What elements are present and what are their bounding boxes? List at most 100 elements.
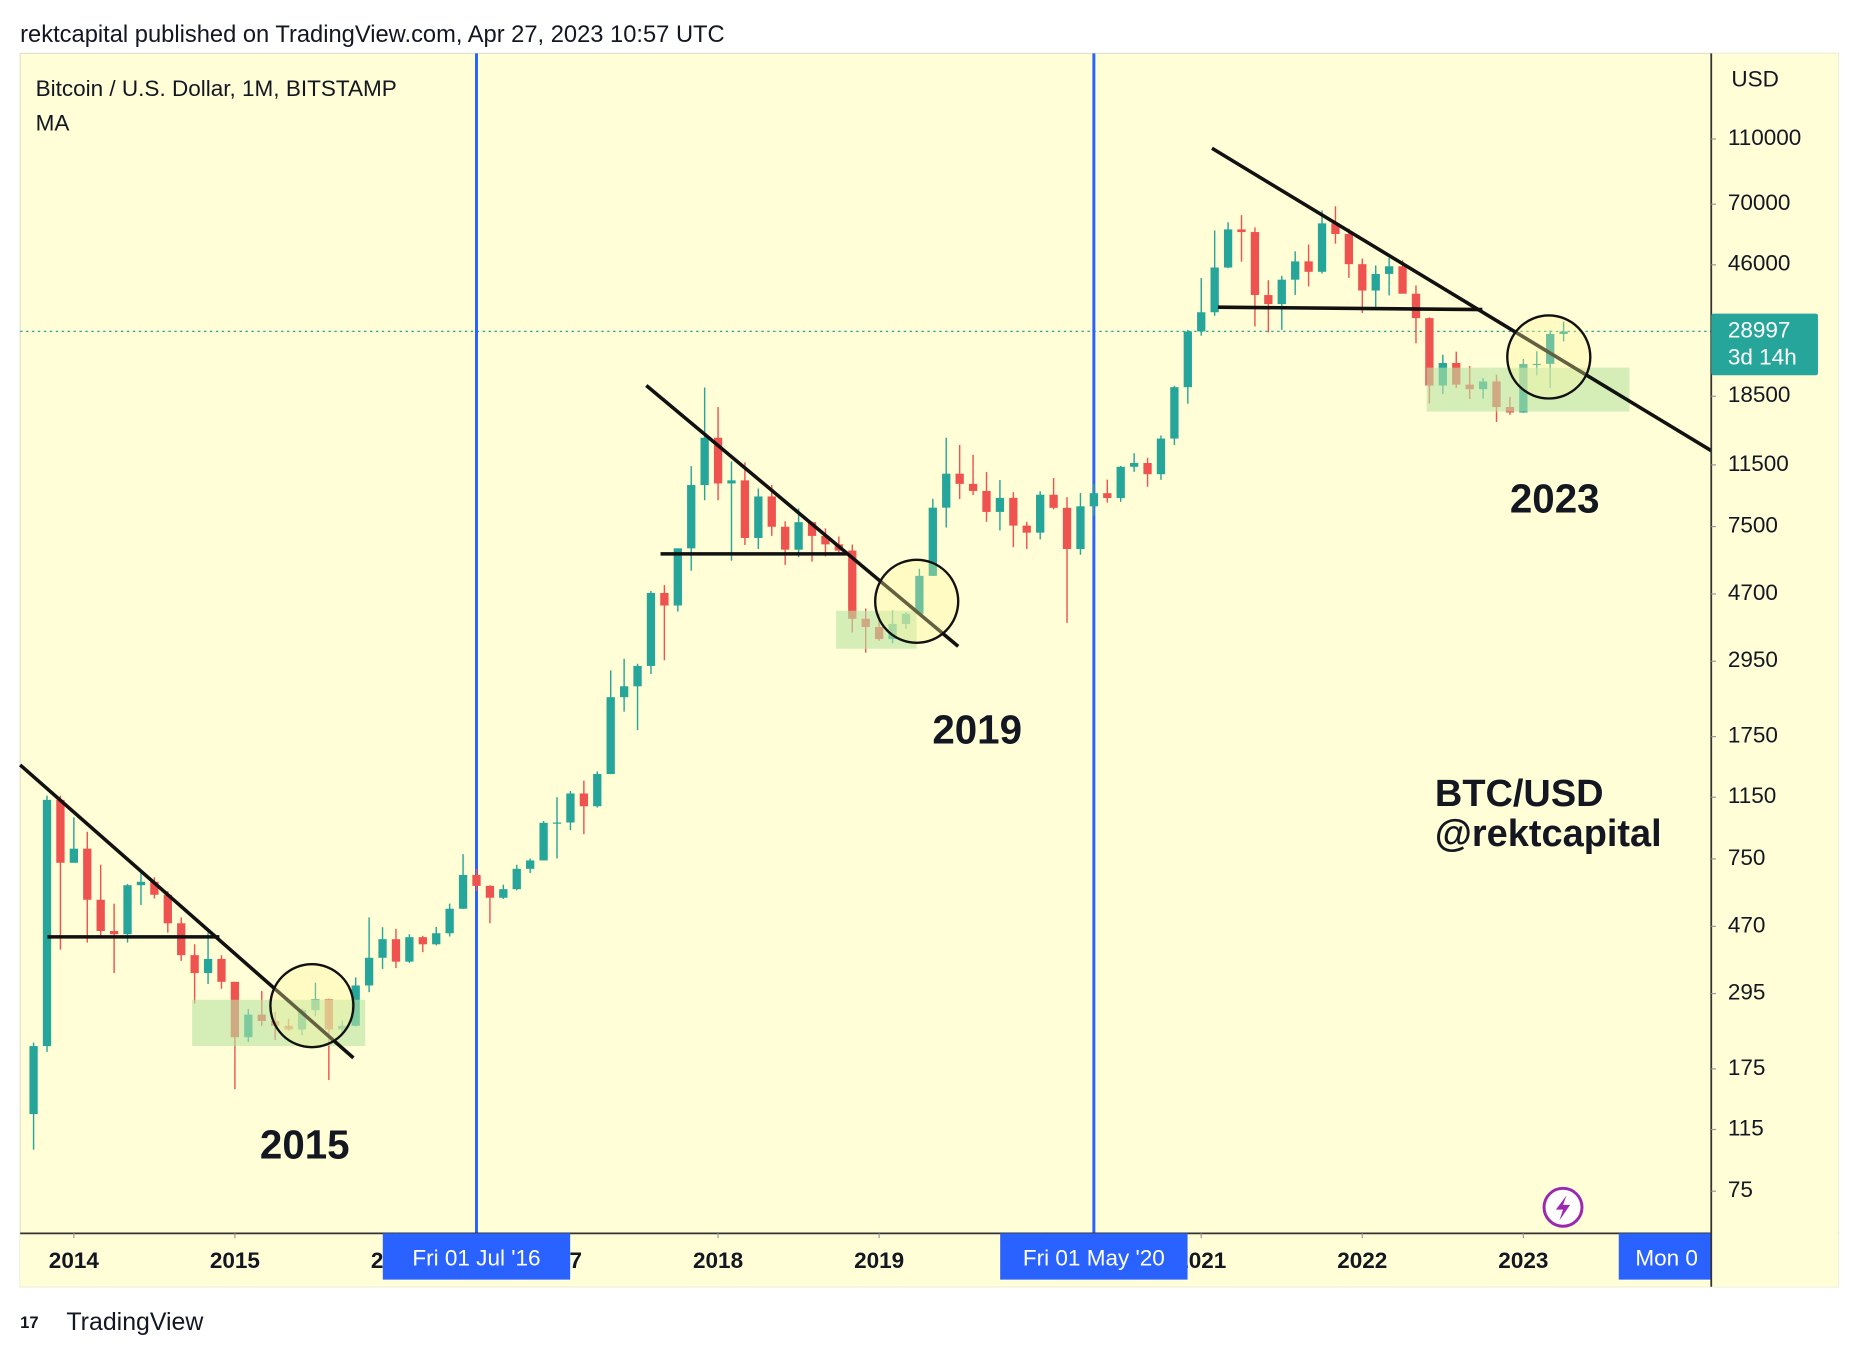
logo-mark: 17 [20,1313,38,1332]
candle-body [1076,506,1085,550]
candle-body [526,860,535,869]
candle-body [1425,318,1434,386]
price-axis-bg [1711,53,1839,1287]
candle-body [458,874,468,909]
y-tick-label: 175 [1728,1055,1766,1080]
candle-body [1411,293,1421,319]
candle-body [203,958,213,974]
candle-body [1129,463,1139,467]
candle-body [1103,493,1112,499]
trendline [645,384,960,648]
candle-body [1371,273,1380,291]
cutoff-label-bg [1618,1233,1714,1280]
candle-body [646,592,656,666]
candle-body [794,522,803,550]
candle-body [1237,229,1246,233]
candle-body [1170,387,1179,439]
candle-body [660,592,669,606]
y-tick-label: 295 [1728,980,1766,1005]
y-tick-label: 470 [1728,912,1766,937]
highlight-circle [874,558,960,644]
x-tick-label: 2022 [1337,1248,1387,1273]
candle-body [740,480,750,538]
candle-body [593,774,602,807]
legend-title: Bitcoin / U.S. Dollar, 1M, BITSTAMP [36,76,397,101]
annotation: 2023 [1510,475,1600,521]
candle-body [1143,463,1152,475]
y-tick-label: 11500 [1728,451,1789,476]
candle-body [700,437,709,486]
candle-body [673,548,682,606]
candle-body [1210,267,1219,313]
candle-body [928,507,937,576]
annotations: 2015 2019 2023 BTC/USD@rektcapital [260,475,1662,1167]
candle-body [29,1046,38,1115]
candle-body [1291,261,1300,280]
candle-body [1036,494,1045,533]
y-tick-label: 75 [1728,1177,1753,1202]
candle-body [485,885,495,898]
countdown-label: 3d 14h [1728,345,1797,370]
chart-background [19,52,1839,1288]
annotation: BTC/USD [1435,773,1604,815]
support-line [1217,305,1483,312]
x-tick-label: 2015 [210,1248,260,1273]
candle-body [136,881,146,886]
drawings [18,146,1713,1060]
x-tick-label: 2019 [854,1248,904,1273]
annotation: 2019 [932,707,1022,753]
header: rektcapital published on TradingView.com… [20,22,725,48]
candle-body [190,955,199,974]
candle-body [1197,312,1206,332]
candle-body [1304,261,1313,272]
candle-body [378,939,387,958]
annotation: @rektcapital [1435,813,1662,855]
candle-body [1546,333,1555,364]
candle-body [633,665,642,687]
y-axis-label: USD [1731,67,1779,92]
candle-body [405,937,414,962]
candle-body [512,868,521,890]
y-tick-label: 110000 [1728,125,1801,150]
candle-body [821,535,830,545]
candle-body [807,522,817,536]
y-tick-label: 46000 [1728,251,1791,276]
candle-body [579,793,589,807]
candle-body [1022,525,1031,533]
candle-body [754,496,763,538]
candle-body [83,848,92,900]
x-tick-label: 2023 [1498,1248,1548,1273]
candle-body [163,894,172,924]
candle-body [552,822,562,824]
candle-body [56,799,65,863]
candle-body [955,473,964,484]
candle-body [1062,507,1072,550]
candle-body [445,908,454,934]
candle-body [96,899,105,932]
candle-body [1264,295,1273,305]
candle-body [1250,232,1260,296]
candle-body [995,497,1005,512]
candle-body [848,550,857,619]
candle-body [687,485,696,549]
candle-body [1317,223,1327,272]
candle-body [69,848,78,863]
candle-body [391,939,401,962]
time-axis-bg [20,1233,1839,1287]
candle-body [539,822,548,861]
cutoff-label: Mon 0 [1635,1245,1698,1270]
y-tick-label: 2950 [1728,647,1778,672]
candle-body [1384,266,1394,274]
y-tick-label: 4700 [1728,580,1778,605]
candle-body [606,697,615,775]
candle-body [1223,229,1233,268]
candle-body [1183,331,1192,388]
alert-icon-bolt [1555,1195,1571,1221]
candle-body [364,957,374,986]
candle-body [942,473,951,508]
price-label: 28997 [1728,317,1791,342]
candle-body [472,874,481,886]
candle-body [982,490,991,512]
